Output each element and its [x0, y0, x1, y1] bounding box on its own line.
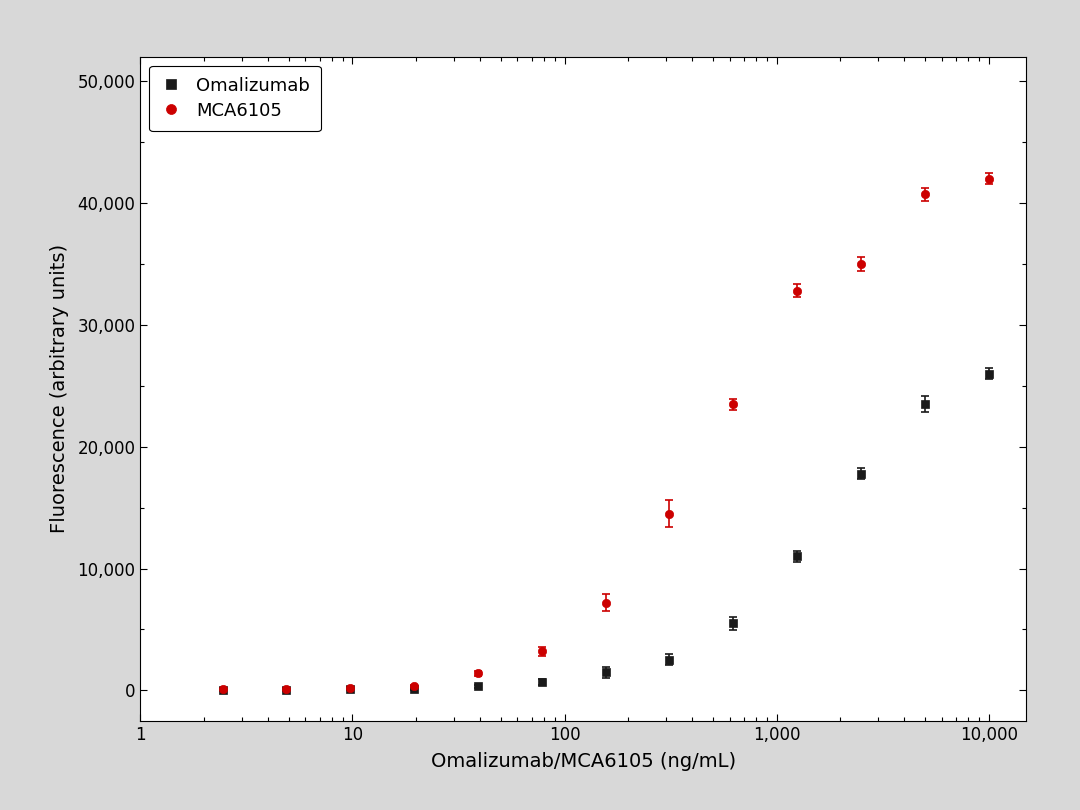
Omalizumab [663, 655, 676, 665]
MCA6105 [791, 286, 804, 296]
Omalizumab [472, 681, 485, 691]
MCA6105 [918, 190, 931, 199]
Y-axis label: Fluorescence (arbitrary units): Fluorescence (arbitrary units) [50, 245, 69, 533]
Omalizumab [343, 684, 356, 694]
MCA6105 [407, 681, 420, 691]
Omalizumab [599, 667, 612, 677]
Legend: Omalizumab, MCA6105: Omalizumab, MCA6105 [149, 66, 321, 131]
Omalizumab [918, 399, 931, 409]
Omalizumab [536, 677, 549, 687]
MCA6105 [280, 684, 293, 693]
MCA6105 [982, 173, 995, 183]
MCA6105 [727, 399, 740, 409]
Omalizumab [727, 619, 740, 629]
MCA6105 [663, 509, 676, 518]
MCA6105 [854, 259, 867, 269]
Line: Omalizumab: Omalizumab [218, 369, 993, 694]
Omalizumab [982, 369, 995, 378]
X-axis label: Omalizumab/MCA6105 (ng/mL): Omalizumab/MCA6105 (ng/mL) [431, 752, 735, 771]
Omalizumab [407, 684, 420, 693]
Omalizumab [280, 685, 293, 695]
Omalizumab [791, 552, 804, 561]
MCA6105 [599, 598, 612, 608]
Line: MCA6105: MCA6105 [218, 174, 993, 693]
MCA6105 [216, 684, 229, 694]
Omalizumab [854, 469, 867, 479]
MCA6105 [536, 646, 549, 656]
Omalizumab [216, 685, 229, 695]
MCA6105 [343, 683, 356, 693]
MCA6105 [472, 668, 485, 678]
